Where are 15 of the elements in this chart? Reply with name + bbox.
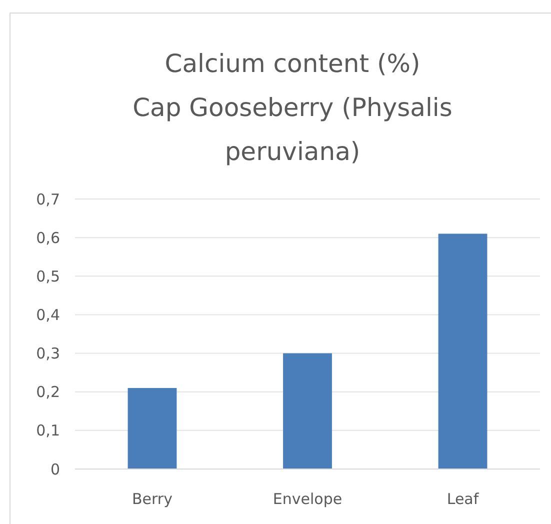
y-tick-label: 0,5 <box>36 267 60 286</box>
y-tick-label: 0,4 <box>36 306 60 324</box>
bar <box>128 388 177 469</box>
y-tick-label: 0,1 <box>36 422 60 440</box>
y-tick-label: 0 <box>50 460 60 478</box>
y-tick-label: 0,6 <box>36 228 60 247</box>
y-tick-label: 0,2 <box>36 383 60 402</box>
y-tick-label: 0,3 <box>36 344 60 363</box>
bar <box>438 234 488 469</box>
x-tick-label: Envelope <box>272 490 342 508</box>
x-tick-label: Berry <box>132 490 173 508</box>
bar <box>283 353 332 469</box>
x-tick-label: Leaf <box>446 490 480 508</box>
y-tick-label: 0,7 <box>36 190 60 208</box>
chart-title: Calcium content (%) Cap Gooseberry (Physalis peruviana) <box>132 49 452 166</box>
